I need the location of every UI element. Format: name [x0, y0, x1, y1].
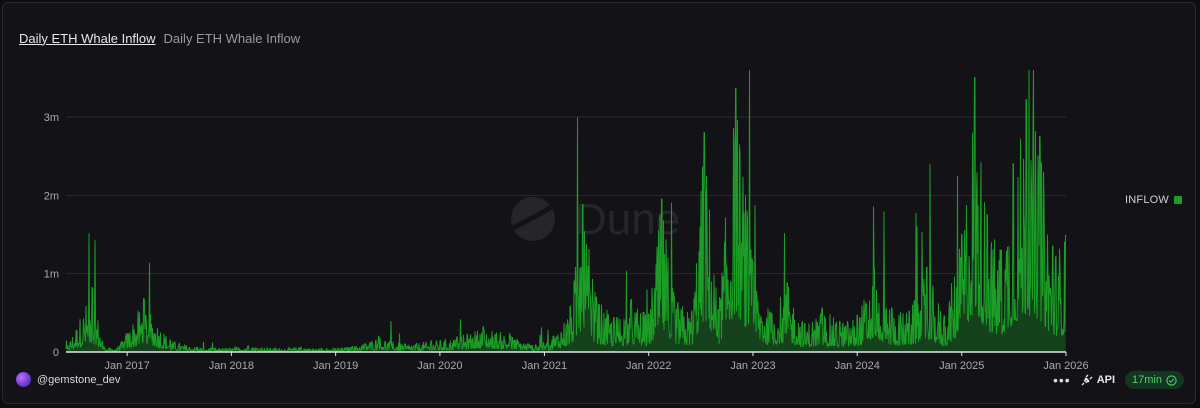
inflow-point-16: [456, 336, 458, 338]
x-tick-label: Jan 2023: [730, 360, 775, 372]
inflow-point-20: [552, 335, 554, 337]
inflow-point-40: [873, 267, 875, 269]
refresh-age: 17min: [1132, 374, 1162, 386]
inflow-point-50: [1025, 99, 1027, 101]
y-tick-label: 3m: [44, 112, 59, 124]
y-tick-label: 0: [53, 347, 59, 359]
inflow-area: [66, 70, 1066, 352]
x-tick-label: Jan 2025: [939, 360, 984, 372]
inflow-point-53: [1065, 234, 1067, 236]
inflow-point-23: [595, 296, 597, 298]
inflow-point-52: [1051, 245, 1054, 247]
inflow-point-0: [65, 347, 67, 349]
dune-wordmark: Dune: [575, 195, 680, 244]
inflow-point-14: [404, 343, 406, 345]
api-label: API: [1096, 374, 1116, 386]
inflow-point-44: [943, 315, 945, 317]
chart-title-link[interactable]: Daily ETH Whale Inflow: [19, 30, 156, 46]
inflow-point-7: [221, 348, 224, 350]
legend-swatch-inflow: [1173, 196, 1182, 204]
dune-watermark: Dune: [511, 195, 680, 244]
x-axis-ticks: Jan 2017 Jan 2018 Jan 2019 Jan 2020 Jan 2021…: [104, 352, 1089, 372]
x-tick-label: Jan 2024: [835, 360, 880, 372]
inflow-point-41: [891, 307, 893, 309]
inflow-point-27: [660, 198, 663, 200]
inflow-point-18: [508, 333, 511, 335]
x-tick-label: Jan 2021: [522, 360, 567, 372]
chart-subtitle: Daily ETH Whale Inflow: [163, 30, 301, 46]
refresh-status-badge[interactable]: 17min: [1125, 371, 1184, 389]
inflow-point-8: [247, 345, 249, 347]
inflow-point-29: [691, 310, 693, 312]
inflow-point-19: [534, 344, 537, 346]
author-handle[interactable]: @gemstone_dev: [37, 373, 121, 386]
chart-grid: [66, 116, 1066, 275]
chart-footer-left: @gemstone_dev: [16, 372, 120, 387]
inflow-point-30: [703, 132, 705, 134]
avatar[interactable]: [16, 372, 31, 387]
inflow-point-37: [821, 307, 823, 309]
inflow-point-48: [999, 249, 1001, 251]
plug-icon: [1081, 374, 1093, 386]
inflow-point-34: [769, 311, 771, 313]
inflow-point-22: [582, 204, 584, 206]
inflow-point-25: [630, 298, 632, 301]
inflow-point-32: [734, 88, 737, 90]
x-tick-label: Jan 2020: [417, 360, 462, 372]
inflow-point-11: [326, 348, 328, 350]
more-options-button[interactable]: •••: [1052, 372, 1071, 388]
inflow-point-21: [569, 305, 571, 308]
chart-footer-right: ••• API 17min: [1053, 371, 1184, 389]
inflow-point-24: [613, 316, 615, 319]
inflow-point-39: [856, 314, 858, 316]
inflow-point-49: [1012, 163, 1015, 165]
y-tick-label: 2m: [44, 190, 59, 202]
chart-legend[interactable]: INFLOW: [1125, 194, 1182, 206]
api-button[interactable]: API: [1081, 374, 1115, 386]
inflow-point-5: [169, 339, 171, 341]
inflow-point-1: [91, 287, 93, 289]
inflow-point-26: [648, 313, 650, 315]
legend-label-inflow: INFLOW: [1125, 194, 1169, 206]
inflow-point-46: [973, 77, 976, 79]
check-circle-icon: [1166, 374, 1177, 386]
inflow-point-31: [717, 309, 719, 311]
chart-header: Daily ETH Whale Inflow Daily ETH Whale I…: [19, 28, 300, 48]
inflow-point-35: [786, 282, 788, 284]
inflow-point-51: [1039, 135, 1041, 138]
dune-logo-icon: [511, 197, 555, 241]
x-tick-label: Jan 2018: [209, 360, 254, 372]
x-tick-label: Jan 2017: [104, 360, 149, 372]
inflow-point-42: [908, 310, 910, 312]
inflow-point-6: [195, 346, 198, 348]
inflow-point-12: [351, 345, 354, 348]
inflow-point-17: [482, 326, 484, 328]
inflow-point-43: [926, 266, 928, 268]
x-tick-label: Jan 2026: [1043, 360, 1088, 372]
inflow-series: [65, 69, 1067, 354]
inflow-line: [65, 69, 1066, 354]
inflow-point-3: [117, 346, 119, 348]
y-tick-label: 1m: [44, 269, 59, 281]
y-axis-ticks: 0 1m 2m 3m: [44, 112, 59, 359]
inflow-point-45: [961, 233, 963, 236]
inflow-point-33: [752, 261, 754, 263]
inflow-point-2: [104, 348, 106, 350]
inflow-point-13: [378, 335, 380, 337]
inflow-point-38: [839, 320, 841, 323]
x-tick-label: Jan 2019: [313, 360, 358, 372]
x-tick-label: Jan 2022: [626, 360, 671, 372]
inflow-point-15: [430, 340, 432, 342]
inflow-point-4: [143, 298, 145, 300]
inflow-point-28: [673, 296, 675, 298]
inflow-point-47: [986, 214, 989, 216]
inflow-point-9: [273, 347, 276, 349]
inflow-point-10: [300, 346, 302, 348]
inflow-point-36: [804, 323, 806, 325]
